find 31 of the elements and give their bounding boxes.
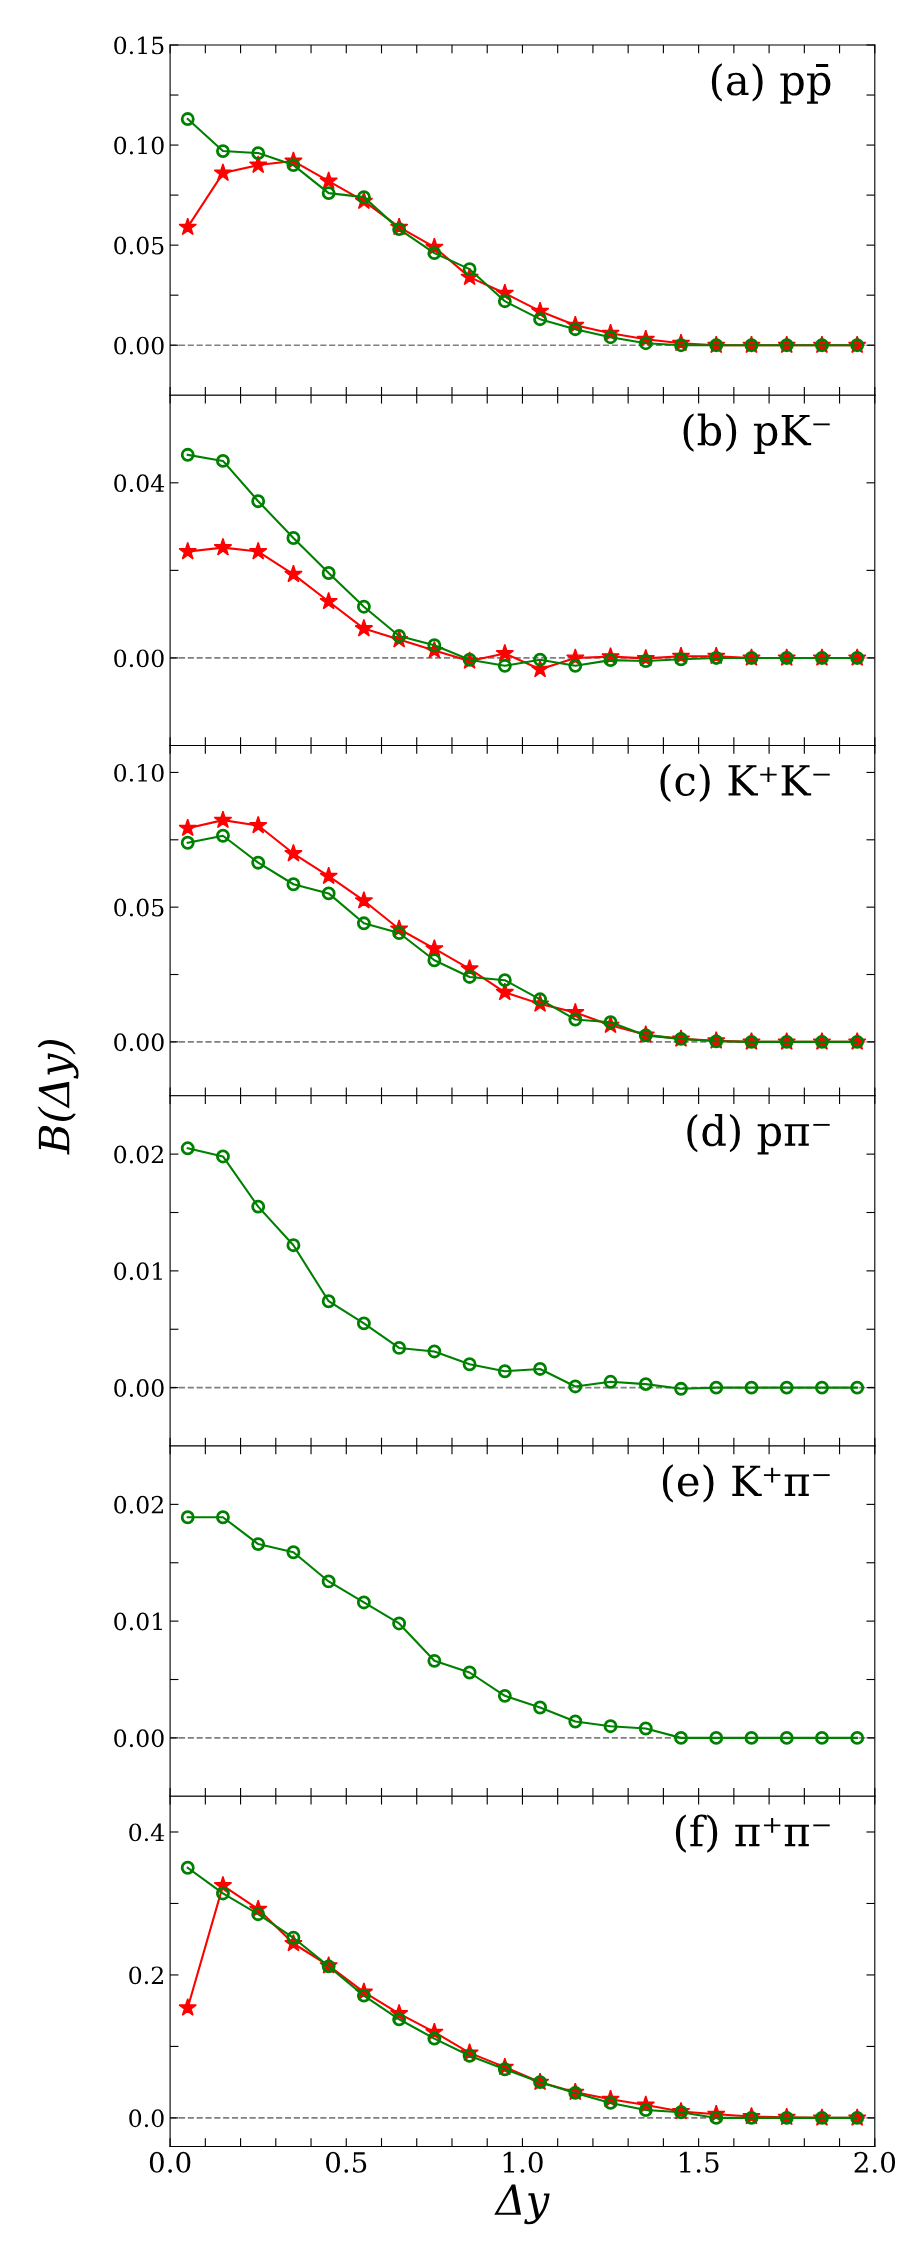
y-tick-label: 0.00 (114, 1379, 164, 1397)
y-tick-label: 0.00 (114, 1033, 164, 1052)
y-tick-label: 0.4 (129, 1823, 165, 1842)
y-tick-label: 0.02 (114, 1495, 163, 1514)
y-tick-label: 0.15 (114, 36, 164, 55)
x-tick-label: 0.0 (149, 2151, 191, 2173)
y-axis-title: B(Δy) (37, 1039, 79, 1155)
y-tick-label: 0.0 (129, 2109, 164, 2128)
y-tick-label: 0.00 (114, 1729, 164, 1748)
x-tick-label: 1.0 (503, 2151, 543, 2173)
annotation: (f) π⁺π⁻ (675, 1814, 830, 1853)
y-tick-label: 0.00 (114, 336, 164, 355)
x-tick-label: 2.0 (854, 2151, 896, 2173)
y-tick-label: 0.01 (114, 1612, 162, 1631)
y-tick-label: 0.2 (129, 1966, 163, 1985)
y-tick-label: 0.05 (114, 236, 164, 255)
annotation: (a) pp̄ (711, 63, 831, 104)
x-tick-label: 1.5 (679, 2151, 719, 2173)
y-tick-label: 0.04 (114, 474, 165, 493)
annotation: (b) pK⁻ (683, 413, 830, 454)
annotation: (d) pπ⁻ (687, 1114, 830, 1155)
y-tick-label: 0.05 (114, 898, 164, 917)
y-tick-label: 0.01 (114, 1262, 162, 1281)
annotation: (e) K⁺π⁻ (662, 1464, 830, 1503)
y-tick-label: 0.00 (114, 649, 164, 668)
y-tick-label: 0.02 (114, 1145, 163, 1164)
y-tick-label: 0.10 (114, 763, 164, 782)
x-axis-title: Δy (494, 2184, 550, 2225)
y-tick-label: 0.10 (114, 136, 164, 155)
x-tick-label: 0.5 (326, 2151, 367, 2173)
annotation: (c) K⁺K⁻ (660, 763, 830, 803)
